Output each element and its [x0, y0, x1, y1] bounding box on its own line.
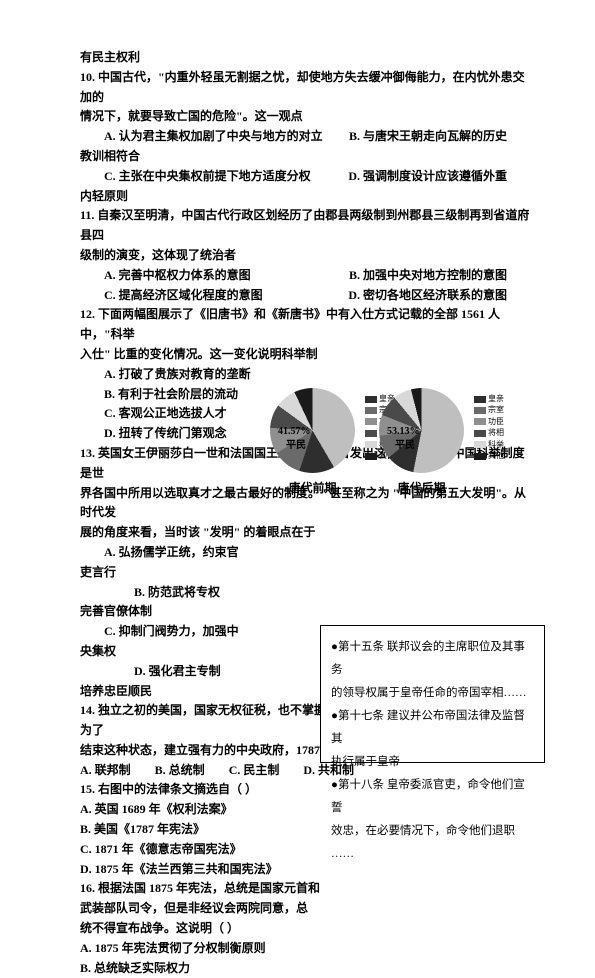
q10-stem-b: 情况下，就要导致亡国的危险"。这一观点: [80, 107, 531, 127]
box-l1: ●第十五条 联邦议会的主席职位及其事务: [331, 636, 534, 682]
q12-stem-a: 12. 下面两幅图展示了《旧唐书》和《新唐书》中有入仕方式记载的全部 1561 …: [80, 305, 531, 345]
q10-opt-b: B. 与唐宋王朝走向瓦解的历史: [349, 127, 507, 147]
q16-stem-a: 16. 根据法国 1875 年宪法，总统是国家元首和: [80, 879, 531, 899]
q10-opt-a: A. 认为君主集权加剧了中央与地方的对立: [80, 127, 323, 147]
line-prev: 有民主权利: [80, 48, 531, 68]
q14-opt-c: C. 民主制: [229, 761, 280, 781]
legend-2: 皇亲宗室功臣将相科举其他: [474, 394, 504, 461]
q11-stem-b: 级制的演变，这体现了统治者: [80, 246, 531, 266]
pie1-sub: 平民: [286, 438, 306, 455]
q11-opt-b: B. 加强中央对地方控制的意图: [349, 266, 507, 286]
q11-opt-d: D. 密切各地区经济联系的意图: [348, 286, 507, 306]
q13-opt-b1: B. 防范武将专权: [80, 583, 255, 603]
pie2-cap: 唐代后期: [397, 479, 445, 499]
q13-opt-d1: D. 强化君主专制: [80, 662, 255, 682]
q11-opt-c: C. 提高经济区域化程度的意图: [80, 286, 263, 306]
law-box: ●第十五条 联邦议会的主席职位及其事务 的领导权属于皇帝任命的帝国宰相…… ●第…: [320, 625, 545, 763]
q13-stem-c: 展的角度来看，当时该 "发明" 的着眼点在于: [80, 523, 531, 543]
pie-chart-2: 53.13% 平民 皇亲宗室功臣将相科举其他 唐代后期: [379, 388, 464, 523]
q13-opt-c2: 央集权: [80, 642, 255, 662]
q16-stem-b: 武装部队司令，但是非经议会两院同意，总: [80, 899, 531, 919]
q10-stem-a: 10. 中国古代，"内重外轻虽无割据之忧，却使地方失去缓冲御侮能力，在内忧外患交…: [80, 68, 531, 108]
q14-opt-a: A. 联邦制: [80, 761, 131, 781]
q13-opt-a2: 吏言行: [80, 563, 255, 583]
box-l6: 效忠，在必要情况下，命令他们退职: [331, 820, 534, 843]
q14-opt-b: B. 总统制: [155, 761, 205, 781]
q16-opt-a: A. 1875 年宪法贯彻了分权制衡原则: [80, 939, 531, 959]
q16-opt-b: B. 总统缺乏实际权力: [80, 959, 531, 978]
q12-opt-a: A. 打破了贵族对教育的垄断: [80, 365, 531, 385]
q10-opt-d: D. 强调制度设计应该遵循外重: [348, 167, 507, 187]
q13-opt-c1: C. 抑制门阀势力，加强中: [80, 622, 255, 642]
q12-stem-b: 入仕" 比重的变化情况。这一变化说明科举制: [80, 345, 531, 365]
pie-1: 41.57% 平民: [270, 388, 355, 473]
q11-stem-a: 11. 自秦汉至明清，中国古代行政区划经历了由郡县两级制到州郡县三级制再到省道府…: [80, 206, 531, 246]
box-l2: 的领导权属于皇帝任命的帝国宰相……: [331, 682, 534, 705]
q10-opt-b2: 教训相符合: [80, 147, 531, 167]
pie1-cap: 唐代前期: [288, 479, 336, 499]
q10-opt-d2: 内轻原则: [80, 187, 531, 207]
q13-opt-a1: A. 弘扬儒学正统，约束官: [80, 543, 255, 563]
q10-opt-c: C. 主张在中央集权前提下地方适度分权: [80, 167, 311, 187]
pie-2: 53.13% 平民: [379, 388, 464, 473]
q13-opt-d2: 培养忠臣顺民: [80, 682, 255, 702]
box-l4: 执行属于皇帝: [331, 751, 534, 774]
q11-opt-a: A. 完善中枢权力体系的意图: [80, 266, 251, 286]
box-l7: ……: [331, 843, 534, 866]
box-l3: ●第十七条 建议并公布帝国法律及监督其: [331, 705, 534, 751]
pie2-sub: 平民: [395, 438, 415, 455]
chart-zone: 41.57% 平民 皇亲宗室功臣将相科举其他 唐代前期 53.13% 平民 皇亲…: [270, 388, 570, 523]
box-l5: ●第十八条 皇帝委派官吏，命令他们宣誓: [331, 774, 534, 820]
pie-chart-1: 41.57% 平民 皇亲宗室功臣将相科举其他 唐代前期: [270, 388, 355, 523]
q13-opt-b2: 完善官僚体制: [80, 602, 255, 622]
q16-stem-c: 统不得宣布战争。这说明（ ）: [80, 919, 531, 939]
